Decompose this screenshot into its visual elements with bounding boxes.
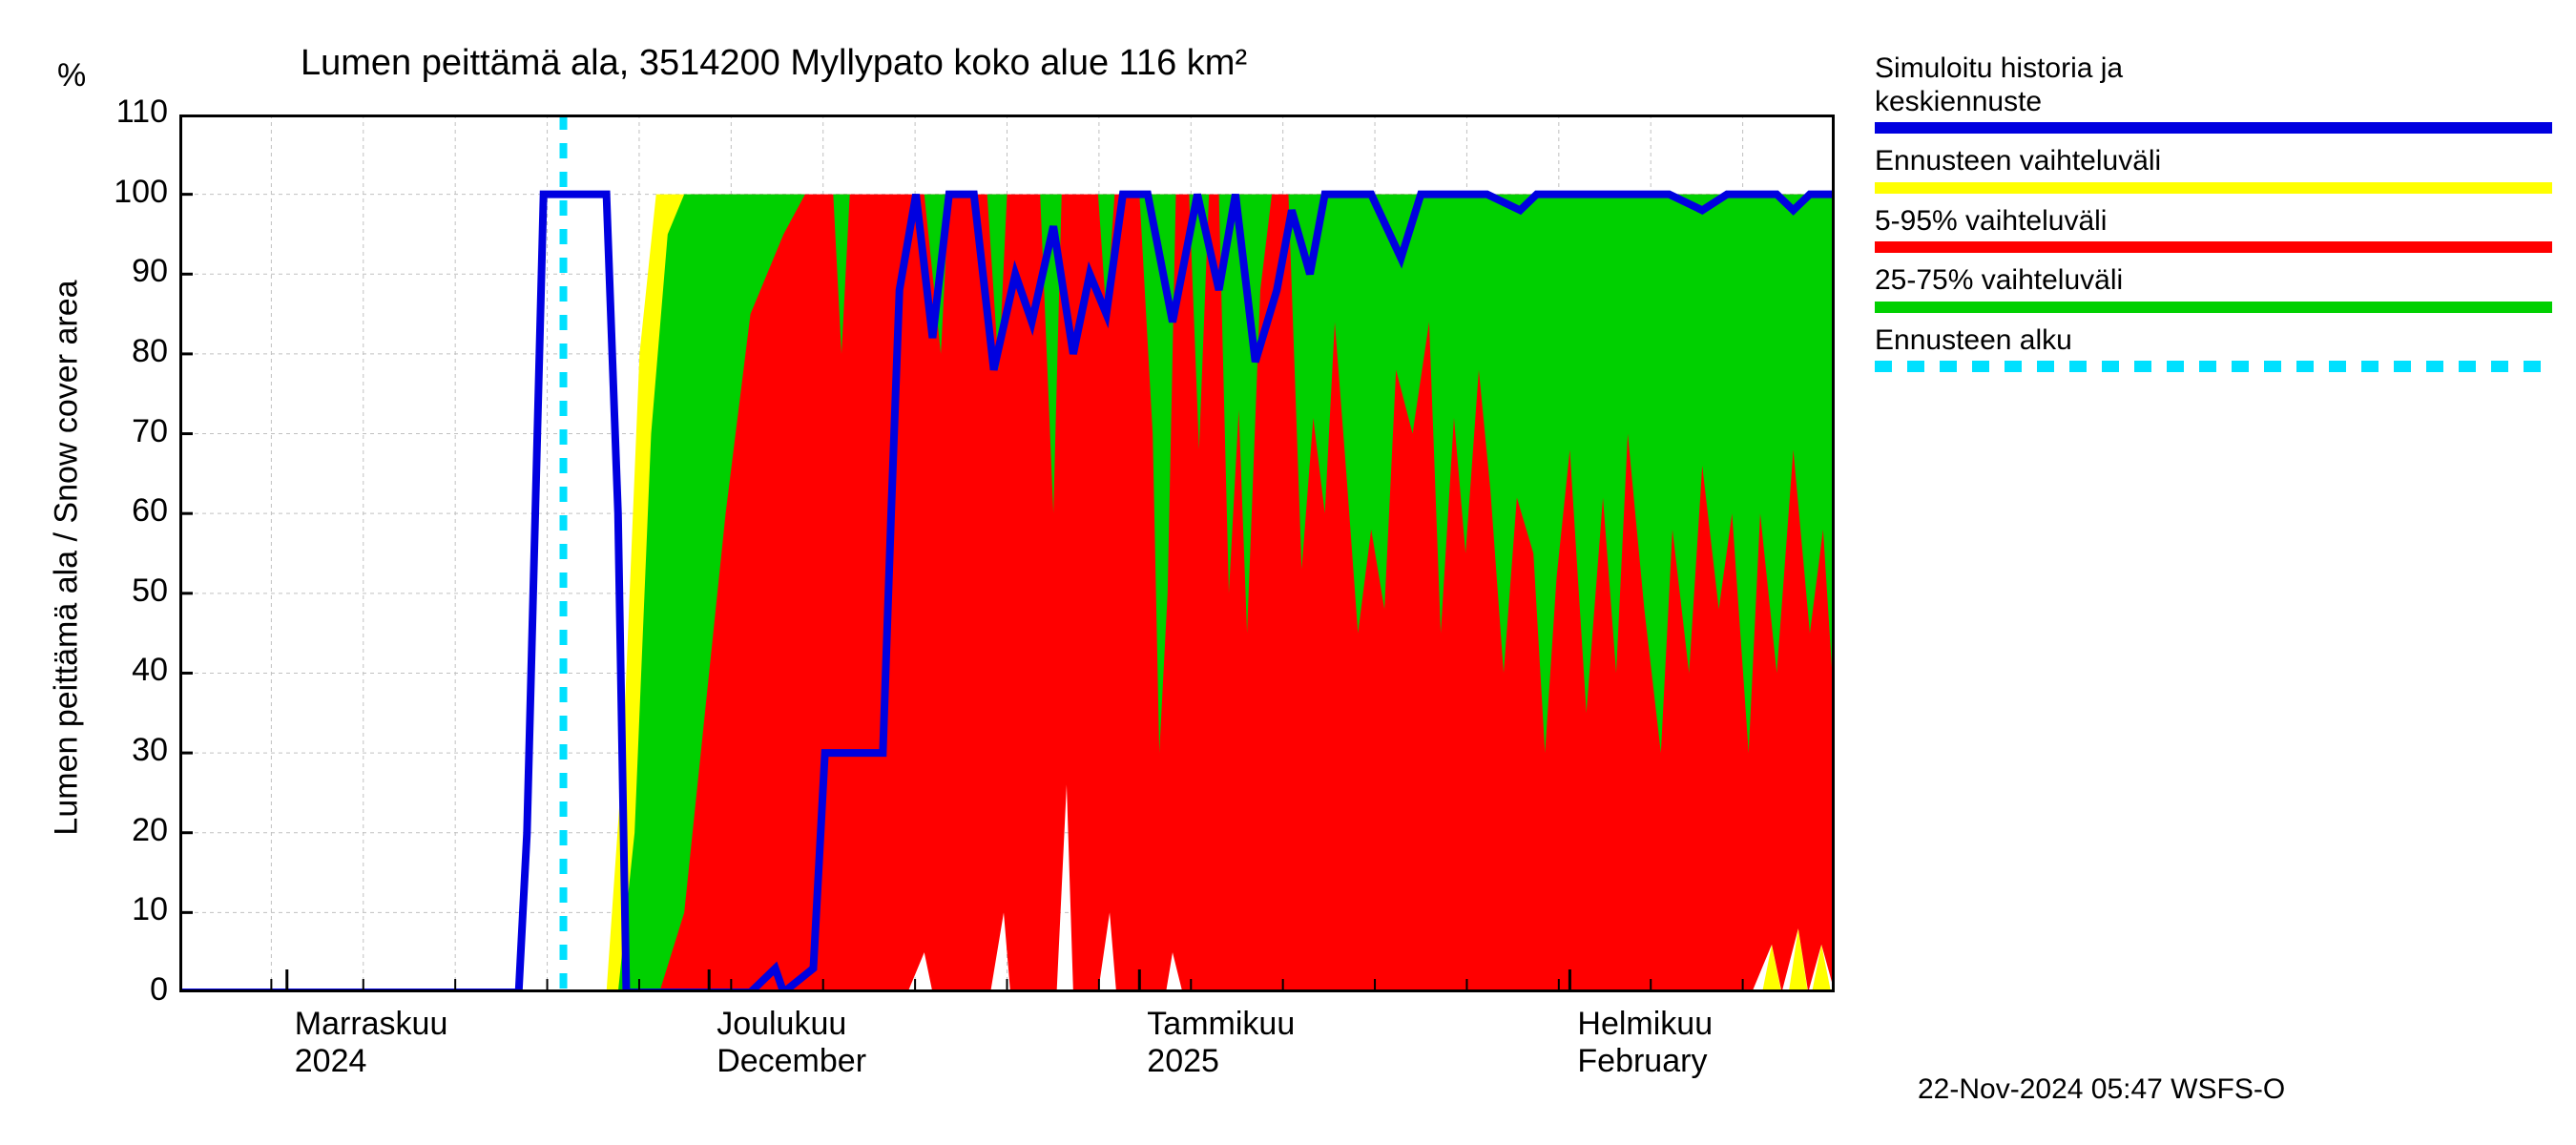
legend-label: 25-75% vaihteluväli: [1875, 264, 2552, 298]
legend-swatch: [1875, 302, 2552, 313]
x-tick-label: JoulukuuDecember: [717, 1006, 866, 1080]
y-tick-label: 110: [93, 94, 168, 131]
legend-label: Ennusteen alku: [1875, 324, 2552, 358]
y-tick-label: 0: [93, 971, 168, 1009]
y-tick-label: 20: [93, 812, 168, 849]
timestamp-label: 22-Nov-2024 05:47 WSFS-O: [1918, 1073, 2285, 1106]
y-axis-unit: %: [57, 57, 86, 94]
legend-item: Simuloitu historia jakeskiennuste: [1875, 52, 2552, 134]
legend-label: Ennusteen vaihteluväli: [1875, 145, 2552, 178]
legend-swatch: [1875, 241, 2552, 253]
chart-container: Lumen peittämä ala, 3514200 Myllypato ko…: [0, 0, 2576, 1145]
x-tick-label: HelmikuuFebruary: [1577, 1006, 1713, 1080]
plot-area: [179, 114, 1835, 992]
y-tick-label: 90: [93, 253, 168, 290]
y-tick-label: 10: [93, 891, 168, 928]
legend-item: 5-95% vaihteluväli: [1875, 205, 2552, 254]
y-tick-label: 60: [93, 492, 168, 530]
x-tick-label: Marraskuu2024: [295, 1006, 448, 1080]
legend-item: Ennusteen alku: [1875, 324, 2552, 373]
legend-item: Ennusteen vaihteluväli: [1875, 145, 2552, 194]
legend-swatch: [1875, 182, 2552, 194]
y-tick-label: 100: [93, 174, 168, 211]
y-tick-label: 80: [93, 333, 168, 370]
y-tick-label: 30: [93, 732, 168, 769]
legend-label: Simuloitu historia jakeskiennuste: [1875, 52, 2552, 118]
y-tick-label: 70: [93, 413, 168, 450]
y-axis-label: Lumen peittämä ala / Snow cover area: [49, 262, 86, 854]
legend-label: 5-95% vaihteluväli: [1875, 205, 2552, 239]
y-tick-label: 40: [93, 652, 168, 689]
x-tick-label: Tammikuu2025: [1147, 1006, 1295, 1080]
legend-item: 25-75% vaihteluväli: [1875, 264, 2552, 313]
y-tick-label: 50: [93, 572, 168, 610]
chart-title: Lumen peittämä ala, 3514200 Myllypato ko…: [301, 43, 1247, 84]
legend-swatch: [1875, 361, 2552, 372]
legend-swatch: [1875, 122, 2552, 134]
legend: Simuloitu historia jakeskiennuste Ennuste…: [1875, 52, 2552, 384]
